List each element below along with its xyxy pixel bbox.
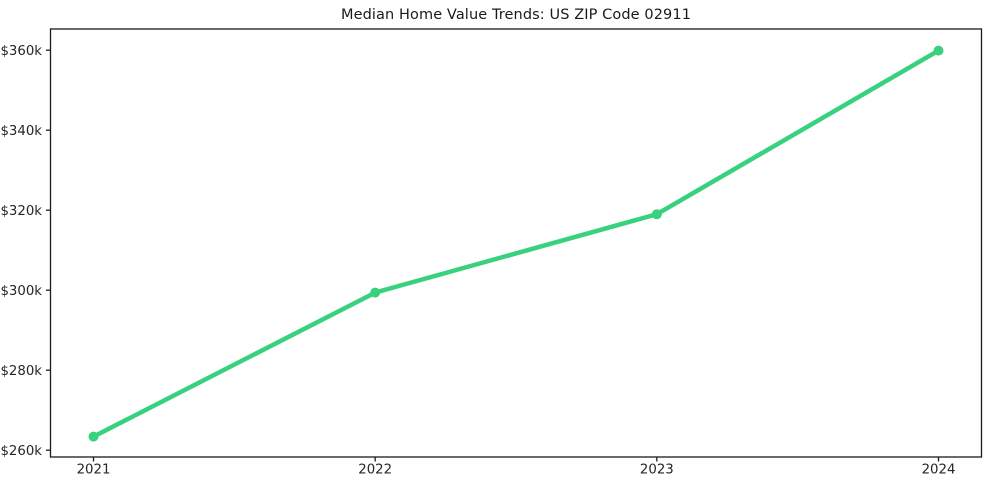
y-tick-label: $260k xyxy=(0,444,42,459)
chart-title: Median Home Value Trends: US ZIP Code 02… xyxy=(340,7,692,23)
x-tick-label: 2022 xyxy=(358,463,392,478)
y-tick-label: $280k xyxy=(0,364,42,379)
y-tick-label: $340k xyxy=(0,124,42,139)
y-tick-label: $320k xyxy=(0,204,42,219)
data-point-marker xyxy=(88,431,99,442)
data-point-marker xyxy=(370,287,381,298)
x-tick-label: 2023 xyxy=(640,463,674,478)
data-point-marker xyxy=(651,209,662,220)
x-tick-label: 2021 xyxy=(77,463,111,478)
y-tick-label: $300k xyxy=(0,284,42,299)
data-point-marker xyxy=(933,45,944,56)
y-tick-label: $360k xyxy=(0,44,42,59)
plot-frame xyxy=(49,28,983,458)
trend-line xyxy=(91,48,941,439)
x-tick-label: 2024 xyxy=(922,463,956,478)
